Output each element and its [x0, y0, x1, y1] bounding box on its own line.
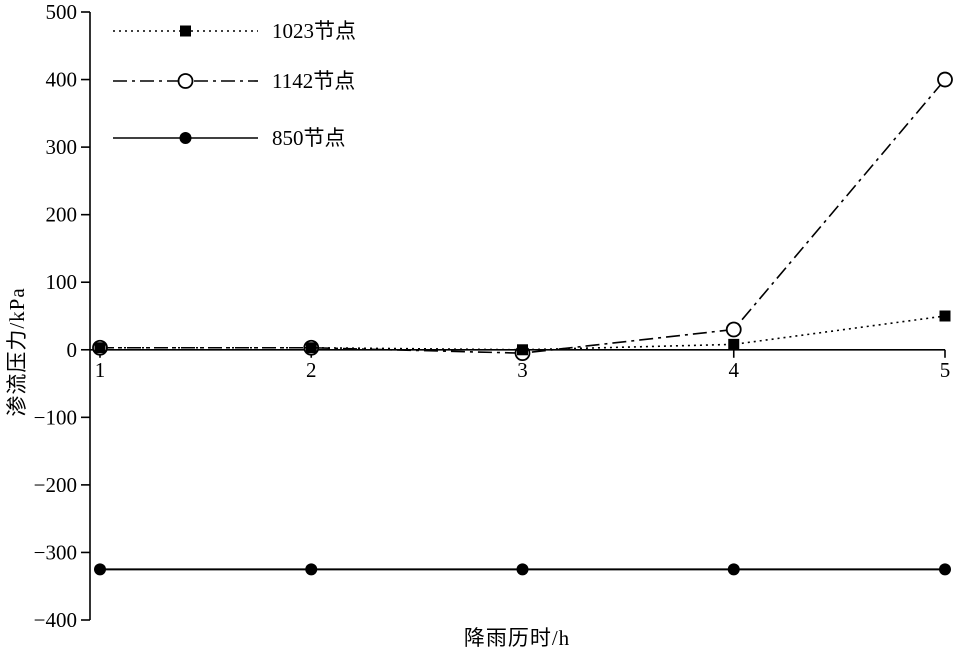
- y-tick-label: 100: [46, 270, 78, 294]
- filled-circle-marker: [516, 563, 529, 576]
- x-tick-label: 5: [940, 358, 951, 382]
- filled-square-marker: [94, 342, 106, 354]
- x-tick-label: 4: [729, 358, 740, 382]
- filled-circle-marker: [179, 132, 192, 144]
- y-tick-label: −200: [34, 473, 77, 497]
- series-0: [94, 310, 951, 356]
- series-2: [94, 563, 951, 576]
- open-circle-marker: [177, 73, 194, 89]
- legend: 1023节点 1142节点 850节点: [113, 19, 356, 150]
- x-axis-title: 降雨历时/h: [463, 626, 571, 649]
- filled-circle-marker: [305, 563, 318, 576]
- y-axis-title: 渗流压力/kPa: [5, 287, 29, 417]
- filled-circle-marker: [94, 563, 106, 576]
- legend-label: 1023节点: [272, 19, 356, 43]
- y-axis: 500 400 300 200 100 0 −100 −200 −300 −400: [34, 0, 91, 632]
- filled-square-marker: [305, 342, 317, 354]
- legend-entry-0: 1023节点: [113, 19, 356, 43]
- x-tick-label: 3: [517, 358, 528, 382]
- legend-entry-1: 1142节点: [113, 69, 355, 93]
- y-tick-label: −100: [34, 405, 77, 429]
- legend-entry-2: 850节点: [113, 126, 346, 150]
- series-line: [100, 79, 946, 354]
- x-tick-label: 1: [95, 358, 106, 382]
- legend-label: 850节点: [272, 126, 346, 150]
- y-tick-label: 0: [67, 338, 78, 362]
- y-tick-label: −300: [34, 540, 77, 564]
- y-tick-label: 400: [46, 68, 78, 92]
- filled-square-marker: [180, 25, 191, 37]
- y-tick-label: −400: [34, 608, 77, 632]
- open-circle-marker: [937, 71, 953, 88]
- filled-square-marker: [517, 344, 528, 356]
- open-circle-marker: [725, 321, 742, 338]
- filled-square-marker: [939, 310, 951, 322]
- series-1: [92, 71, 953, 362]
- filled-circle-marker: [939, 563, 951, 576]
- x-tick-label: 2: [306, 358, 317, 382]
- filled-square-marker: [728, 338, 740, 350]
- filled-circle-marker: [727, 563, 740, 576]
- y-tick-label: 200: [46, 203, 78, 227]
- y-tick-label: 300: [46, 135, 78, 159]
- legend-label: 1142节点: [272, 69, 355, 93]
- y-tick-label: 500: [46, 0, 78, 24]
